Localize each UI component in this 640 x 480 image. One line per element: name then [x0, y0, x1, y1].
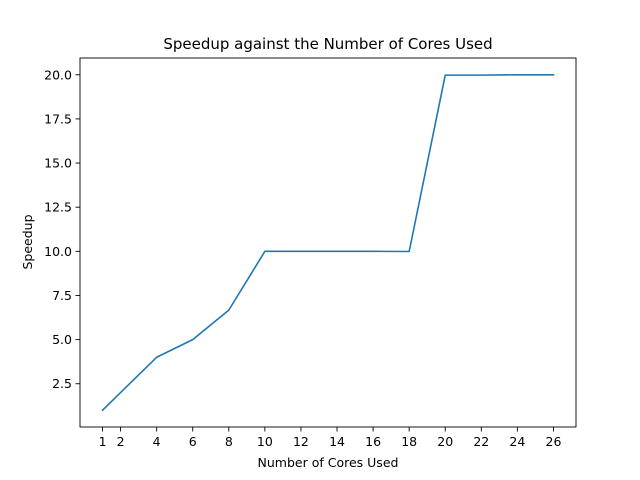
x-tick-label: 16	[365, 434, 381, 449]
x-tick-label: 12	[293, 434, 309, 449]
plot-layer: 1 2 4 6 8 10 12 14 16 18 20 22 24 262.55.07.510.012.5…	[44, 57, 577, 449]
chart-title: Speedup against the Number of Cores Used	[163, 35, 492, 53]
x-tick-label: 24	[509, 434, 525, 449]
y-tick-label: 5.0	[52, 332, 72, 347]
y-tick-label: 7.5	[52, 288, 72, 303]
y-tick-label: 15.0	[44, 156, 72, 171]
y-tick-label: 17.5	[44, 111, 72, 126]
x-tick-label: 22	[473, 434, 489, 449]
x-tick-label: 14	[329, 434, 345, 449]
y-tick-label: 12.5	[44, 200, 72, 215]
x-axis-label: Number of Cores Used	[258, 455, 399, 470]
x-tick-label: 4	[153, 434, 161, 449]
x-tick-label: 2	[117, 434, 125, 449]
x-tick-label: 20	[437, 434, 453, 449]
y-axis-label: Speedup	[20, 214, 35, 269]
x-tick-label: 1	[99, 434, 107, 449]
axes-frame	[79, 57, 577, 428]
x-tick-label: 6	[189, 434, 197, 449]
y-tick-label: 10.0	[44, 244, 72, 259]
y-tick-label: 20.0	[44, 67, 72, 82]
y-tick-label: 2.5	[52, 376, 72, 391]
x-tick-label: 10	[257, 434, 273, 449]
series-line-0	[101, 73, 555, 412]
x-tick-label: 26	[546, 434, 562, 449]
x-tick-label: 18	[401, 434, 417, 449]
x-tick-label: 8	[225, 434, 233, 449]
